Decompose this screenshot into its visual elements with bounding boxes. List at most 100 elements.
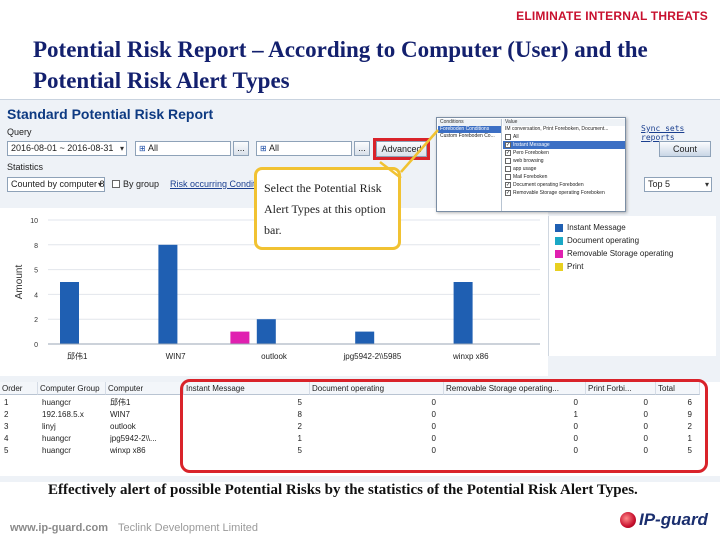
- x-tick-label: winxp x86: [452, 352, 489, 361]
- table-cell: 0: [431, 398, 436, 407]
- bar-removable-storage-operating: [230, 331, 250, 344]
- counted-by-select[interactable]: Counted by computer 8 ▾: [7, 177, 105, 192]
- bar-chart: 0 2 4 5 8 10 Amount 邱伟1 WIN7 outlook jpg5942-2\\59…: [14, 218, 540, 361]
- sync-reports-link[interactable]: Sync sets reports: [641, 124, 685, 142]
- value-option[interactable]: ✓ Pero Foreboken: [503, 149, 625, 157]
- x-tick-label: outlook: [261, 352, 288, 361]
- column-header[interactable]: Removable Storage operating...: [444, 382, 586, 395]
- ipguard-logo: IP-guard: [620, 509, 712, 531]
- value-option[interactable]: Mail Foreboken: [503, 173, 625, 181]
- dropdown-arrow-icon: ▾: [119, 144, 124, 153]
- filter2-icon: ⊞: [260, 144, 269, 153]
- table-cell: 0: [643, 410, 648, 419]
- legend-swatch: [555, 224, 563, 232]
- table-cell: 192.168.5.x: [42, 410, 84, 419]
- y-tick-label: 2: [34, 317, 38, 324]
- bar-instant-message: [453, 282, 473, 344]
- checked-checkbox-icon[interactable]: ✓: [505, 190, 511, 196]
- table-cell: 0: [431, 434, 436, 443]
- checked-checkbox-icon[interactable]: ✓: [505, 182, 511, 188]
- y-tick-label: 10: [30, 218, 38, 225]
- value-option[interactable]: ✓ Instant Message: [503, 141, 625, 149]
- checkbox-icon[interactable]: [505, 166, 511, 172]
- checkbox-icon[interactable]: [505, 174, 511, 180]
- table-cell: 0: [643, 398, 648, 407]
- checked-checkbox-icon[interactable]: ✓: [505, 150, 511, 156]
- table-cell: huangcr: [42, 398, 71, 407]
- footer-url: www.ip-guard.com: [10, 522, 108, 534]
- conditions-list: Conditions Foreboden Conditions Custom F…: [438, 119, 502, 211]
- condition-item[interactable]: Foreboden Conditions: [438, 126, 501, 133]
- filter1-more-button[interactable]: ...: [233, 141, 249, 156]
- column-header[interactable]: Instant Message: [184, 382, 310, 395]
- table-cell: outlook: [110, 422, 136, 431]
- bar-instant-message: [355, 331, 375, 344]
- table-cell: 2: [687, 422, 692, 431]
- filter1-field[interactable]: ⊞ All: [135, 141, 231, 156]
- filter2-more-button[interactable]: ...: [354, 141, 370, 156]
- column-header[interactable]: Computer: [106, 382, 184, 395]
- legend-swatch: [555, 263, 563, 271]
- y-tick-label: 4: [34, 292, 38, 299]
- logo-text: IP-guard: [639, 510, 708, 530]
- table-cell: 1: [297, 434, 302, 443]
- value-option-label: Instant Message: [513, 142, 550, 148]
- risk-conditions-link[interactable]: Risk occurring Condition: [170, 179, 268, 189]
- table-cell: 8: [297, 410, 302, 419]
- value-option-label: web browsing: [513, 158, 544, 164]
- table-cell: 邱伟1: [110, 398, 131, 407]
- table-cell: WIN7: [110, 410, 130, 419]
- conditions-header: Conditions: [438, 119, 501, 126]
- value-option[interactable]: ✓ Removable Storage operating Foreboken: [503, 189, 625, 197]
- value-option[interactable]: All: [503, 133, 625, 141]
- table-cell: jpg5942-2\\...: [110, 434, 157, 443]
- checked-checkbox-icon[interactable]: ✓: [505, 142, 511, 148]
- legend-label: Document operating: [567, 236, 640, 245]
- column-header[interactable]: Document operating: [310, 382, 444, 395]
- table-cell: 0: [643, 422, 648, 431]
- by-group-label: By group: [123, 179, 160, 189]
- table-cell: 9: [687, 410, 692, 419]
- table-cell: 0: [431, 422, 436, 431]
- counted-by-value: Counted by computer 8: [11, 179, 105, 189]
- bar-instant-message: [158, 244, 178, 344]
- table-cell: 2: [4, 410, 9, 419]
- legend-swatch: [555, 237, 563, 245]
- checkbox-icon[interactable]: [505, 134, 511, 140]
- legend-swatch: [555, 250, 563, 258]
- footer: www.ip-guard.com Teclink Development Lim…: [0, 518, 720, 540]
- value-option[interactable]: app usage: [503, 165, 625, 173]
- column-header[interactable]: Print Forbi...: [586, 382, 656, 395]
- table-cell: 5: [297, 398, 302, 407]
- by-group-checkbox[interactable]: [112, 180, 120, 188]
- chart-legend: Instant Message Document operating Remov…: [548, 216, 716, 356]
- filter2-value: All: [268, 143, 279, 153]
- x-tick-label: jpg5942-2\\5985: [342, 352, 401, 361]
- column-header[interactable]: Order: [0, 382, 38, 395]
- top-select[interactable]: Top 5 ▾: [644, 177, 712, 192]
- logo-wordmark: IP-guard: [639, 510, 708, 529]
- y-axis-label: Amount: [14, 265, 25, 300]
- legend-label: Removable Storage operating: [567, 249, 674, 258]
- checkbox-icon[interactable]: [505, 158, 511, 164]
- date-range-field[interactable]: 2016-08-01 ~ 2016-08-31 ▾: [7, 141, 127, 156]
- risk-type-dropdown[interactable]: Conditions Foreboden Conditions Custom F…: [436, 117, 626, 212]
- count-button[interactable]: Count: [659, 141, 711, 157]
- value-option-label: Pero Foreboken: [513, 150, 549, 156]
- filter1-icon: ⊞: [139, 144, 148, 153]
- table-cell: huangcr: [42, 446, 71, 455]
- table-cell: 0: [573, 398, 578, 407]
- filter2-field[interactable]: ⊞ All: [256, 141, 352, 156]
- value-option[interactable]: web browsing: [503, 157, 625, 165]
- legend-label: Print: [567, 262, 584, 271]
- condition-item[interactable]: Custom Foreboden Co...: [440, 133, 495, 139]
- column-header[interactable]: Computer Group: [38, 382, 106, 395]
- logo-globe-icon: [620, 512, 636, 528]
- statistics-label: Statistics: [7, 162, 44, 172]
- callout-box: Select the Potential Risk Alert Types at…: [254, 167, 401, 250]
- table-cell: 0: [573, 422, 578, 431]
- table-cell: 0: [643, 434, 648, 443]
- value-option-label: app usage: [513, 166, 537, 172]
- table-cell: 0: [643, 446, 648, 455]
- value-option[interactable]: ✓ Document operating Foreboden: [503, 181, 625, 189]
